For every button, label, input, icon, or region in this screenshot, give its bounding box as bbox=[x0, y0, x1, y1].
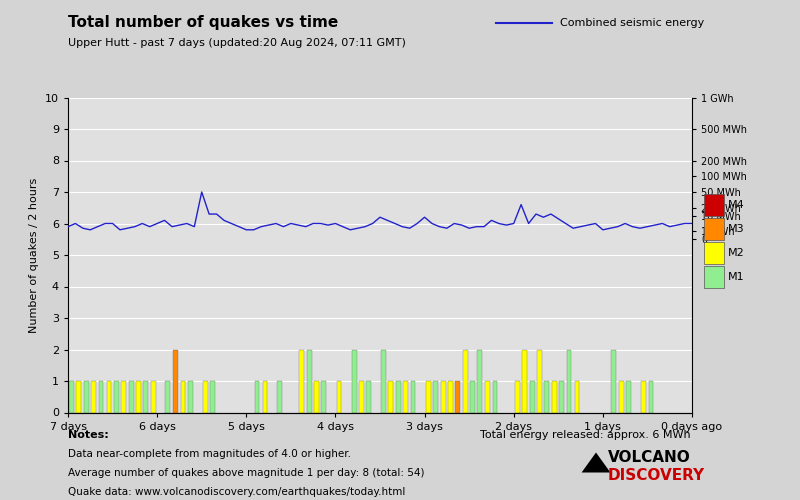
Text: M4: M4 bbox=[728, 200, 745, 210]
Bar bbox=[69, 381, 74, 412]
Bar bbox=[544, 381, 549, 412]
Text: Combined seismic energy: Combined seismic energy bbox=[560, 18, 704, 28]
Bar bbox=[566, 350, 571, 412]
Bar bbox=[181, 381, 186, 412]
Bar bbox=[493, 381, 498, 412]
Bar bbox=[277, 381, 282, 412]
Text: Upper Hutt - past 7 days (updated:20 Aug 2024, 07:11 GMT): Upper Hutt - past 7 days (updated:20 Aug… bbox=[68, 38, 406, 48]
Bar bbox=[410, 381, 415, 412]
Bar bbox=[574, 381, 579, 412]
Text: Average number of quakes above magnitude 1 per day: 8 (total: 54): Average number of quakes above magnitude… bbox=[68, 468, 425, 478]
Text: M3: M3 bbox=[728, 224, 745, 234]
Bar bbox=[515, 381, 520, 412]
Bar bbox=[136, 381, 141, 412]
Bar bbox=[486, 381, 490, 412]
Bar bbox=[626, 381, 631, 412]
Bar bbox=[403, 381, 408, 412]
Bar bbox=[106, 381, 111, 412]
Text: Data near-complete from magnitudes of 4.0 or higher.: Data near-complete from magnitudes of 4.… bbox=[68, 449, 351, 459]
Bar bbox=[76, 381, 81, 412]
Bar bbox=[322, 381, 326, 412]
Text: Quake data: www.volcanodiscovery.com/earthquakes/today.html: Quake data: www.volcanodiscovery.com/ear… bbox=[68, 487, 406, 497]
Bar bbox=[121, 381, 126, 412]
Bar bbox=[299, 350, 304, 412]
Bar bbox=[478, 350, 482, 412]
Bar bbox=[359, 381, 364, 412]
Text: Total energy released: approx. 6 MWh: Total energy released: approx. 6 MWh bbox=[480, 430, 690, 440]
Bar bbox=[203, 381, 208, 412]
Bar bbox=[470, 381, 475, 412]
Bar bbox=[448, 381, 453, 412]
Bar bbox=[210, 381, 215, 412]
Bar bbox=[337, 381, 342, 412]
Bar bbox=[254, 381, 259, 412]
Bar bbox=[129, 381, 134, 412]
Bar bbox=[642, 381, 646, 412]
Bar bbox=[463, 350, 468, 412]
Bar bbox=[307, 350, 312, 412]
Bar bbox=[522, 350, 527, 412]
Bar bbox=[426, 381, 430, 412]
Bar bbox=[552, 381, 557, 412]
Text: DISCOVERY: DISCOVERY bbox=[608, 468, 705, 482]
Text: VOLCANO: VOLCANO bbox=[608, 450, 690, 465]
Bar bbox=[455, 381, 460, 412]
Text: Total number of quakes vs time: Total number of quakes vs time bbox=[68, 15, 338, 30]
Bar bbox=[366, 381, 371, 412]
Bar bbox=[143, 381, 148, 412]
Bar bbox=[396, 381, 401, 412]
Bar bbox=[91, 381, 96, 412]
Bar bbox=[611, 350, 616, 412]
Text: Notes:: Notes: bbox=[68, 430, 109, 440]
Bar bbox=[314, 381, 319, 412]
Bar bbox=[619, 381, 624, 412]
Bar bbox=[537, 350, 542, 412]
Bar bbox=[262, 381, 267, 412]
Bar bbox=[84, 381, 89, 412]
Bar bbox=[433, 381, 438, 412]
Bar bbox=[381, 350, 386, 412]
Bar bbox=[166, 381, 170, 412]
Bar bbox=[649, 381, 654, 412]
Text: M1: M1 bbox=[728, 272, 745, 282]
Bar bbox=[559, 381, 564, 412]
Bar bbox=[352, 350, 357, 412]
Bar bbox=[98, 381, 103, 412]
Y-axis label: Number of quakes / 2 hours: Number of quakes / 2 hours bbox=[30, 178, 39, 332]
Bar bbox=[188, 381, 193, 412]
Bar bbox=[174, 350, 178, 412]
Bar bbox=[441, 381, 446, 412]
Bar bbox=[530, 381, 535, 412]
Bar bbox=[151, 381, 156, 412]
Bar bbox=[388, 381, 393, 412]
Bar bbox=[114, 381, 118, 412]
Text: M2: M2 bbox=[728, 248, 745, 258]
